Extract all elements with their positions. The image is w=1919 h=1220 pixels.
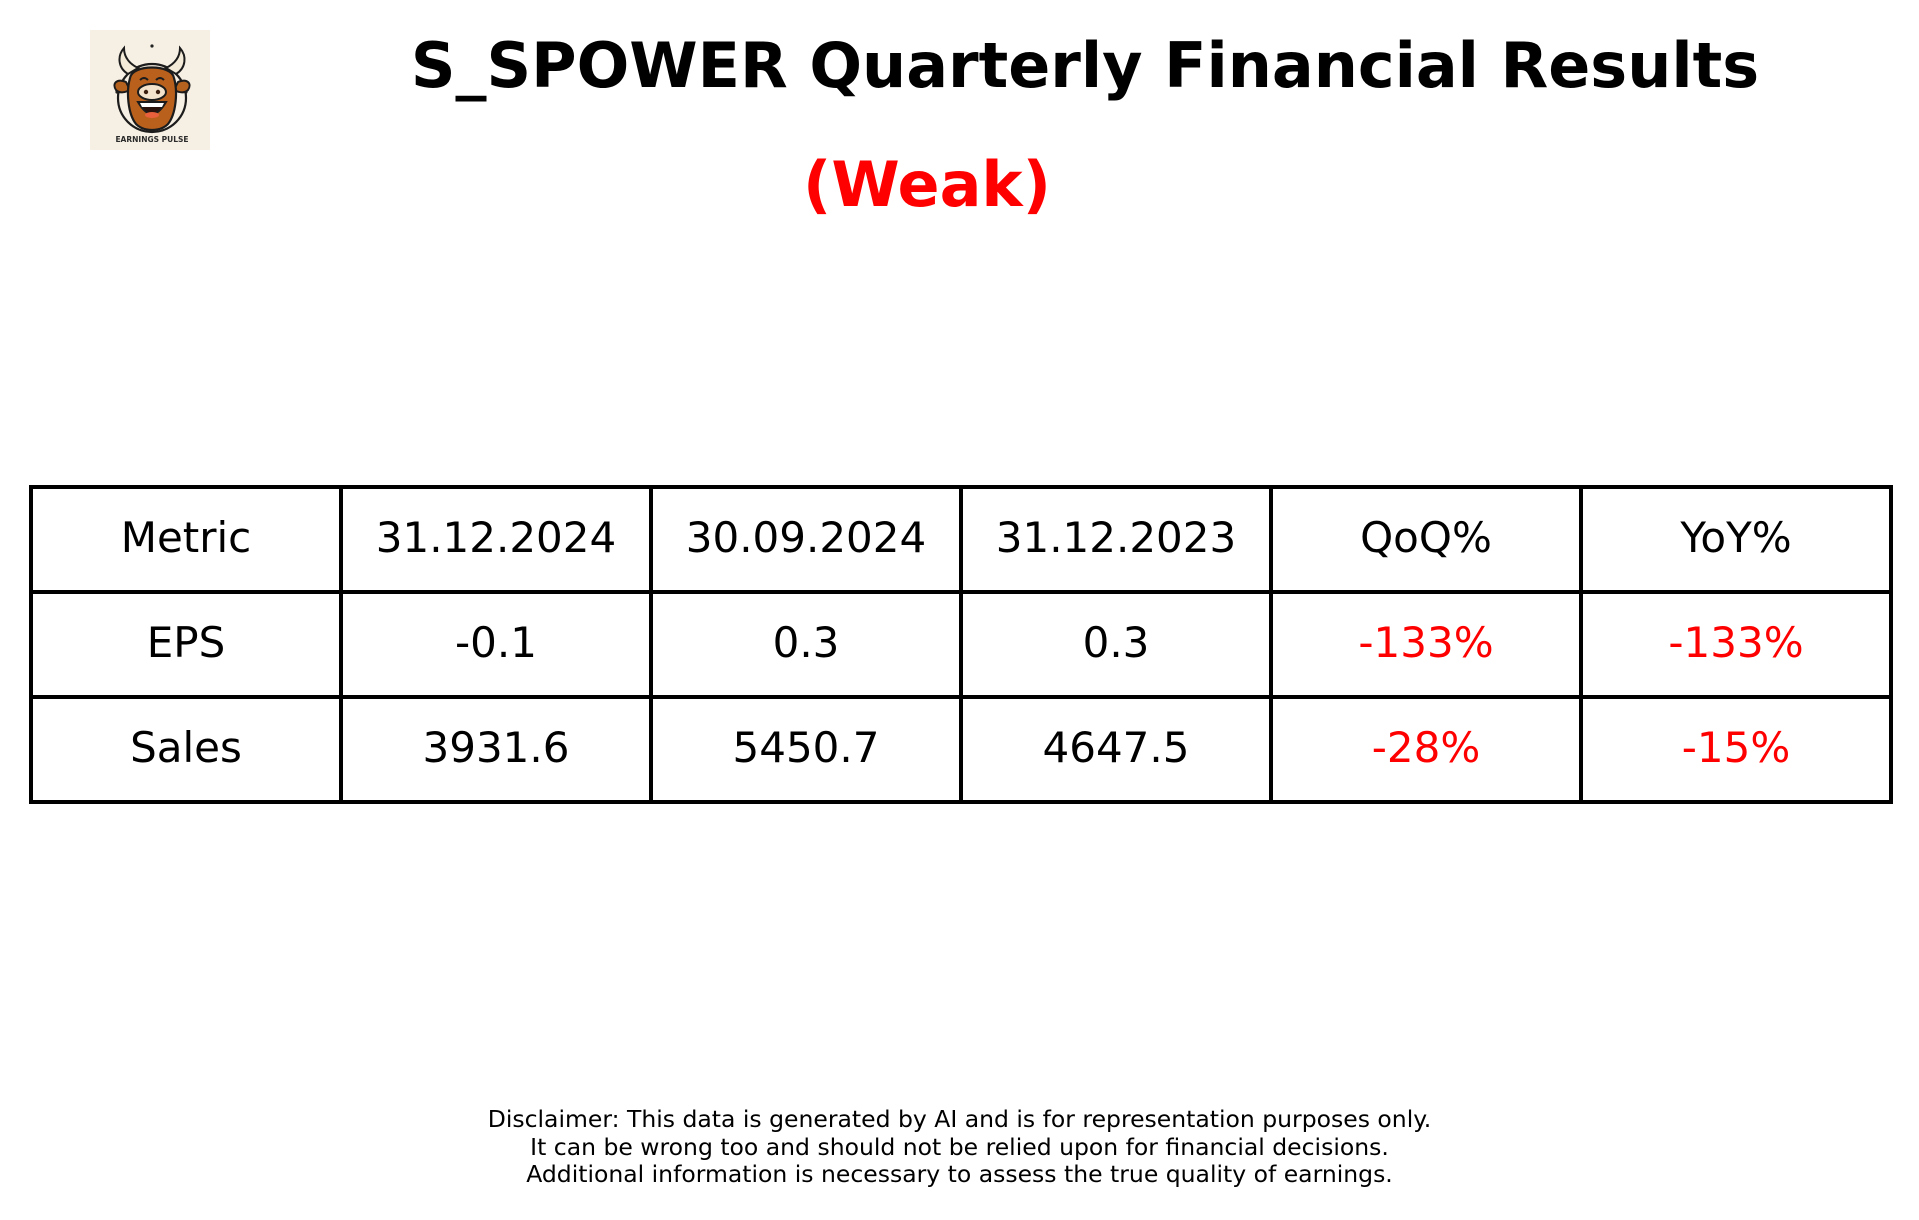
eps-31-12-2023: 0.3 [959, 590, 1273, 699]
row-label-eps: EPS [29, 590, 343, 699]
eps-yoy-change: -133% [1579, 590, 1893, 699]
table-header-row: Metric 31.12.2024 30.09.2024 31.12.2023 … [29, 485, 1893, 594]
sales-qoq-change: -28% [1269, 695, 1583, 804]
bull-mascot-icon: EARNINGS PULSE [90, 30, 210, 150]
sales-31-12-2024: 3931.6 [339, 695, 653, 804]
svg-text:EARNINGS PULSE: EARNINGS PULSE [115, 135, 188, 144]
column-header-31-12-2024: 31.12.2024 [339, 485, 653, 594]
table-row-eps: EPS -0.1 0.3 0.3 -133% -133% [29, 590, 1893, 699]
disclaimer-line-2: It can be wrong too and should not be re… [530, 1132, 1389, 1161]
disclaimer: Disclaimer: This data is generated by AI… [0, 1105, 1919, 1189]
eps-qoq-change: -133% [1269, 590, 1583, 699]
sales-31-12-2023: 4647.5 [959, 695, 1273, 804]
page-title: S_SPOWER Quarterly Financial Results [410, 29, 1760, 102]
disclaimer-line-3: Additional information is necessary to a… [526, 1160, 1393, 1188]
earnings-pulse-logo: EARNINGS PULSE [90, 30, 210, 150]
sales-yoy-change: -15% [1579, 695, 1893, 804]
rating-label: (Weak) [803, 148, 1051, 221]
row-label-sales: Sales [29, 695, 343, 804]
column-header-31-12-2023: 31.12.2023 [959, 485, 1273, 594]
column-header-30-09-2024: 30.09.2024 [649, 485, 963, 594]
column-header-yoy: YoY% [1579, 485, 1893, 594]
disclaimer-line-1: Disclaimer: This data is generated by AI… [487, 1105, 1432, 1133]
financial-results-table: Metric 31.12.2024 30.09.2024 31.12.2023 … [29, 485, 1893, 804]
column-header-qoq: QoQ% [1269, 485, 1583, 594]
eps-31-12-2024: -0.1 [339, 590, 653, 699]
column-header-metric: Metric [29, 485, 343, 594]
eps-30-09-2024: 0.3 [649, 590, 963, 699]
table-row-sales: Sales 3931.6 5450.7 4647.5 -28% -15% [29, 695, 1893, 804]
sales-30-09-2024: 5450.7 [649, 695, 963, 804]
